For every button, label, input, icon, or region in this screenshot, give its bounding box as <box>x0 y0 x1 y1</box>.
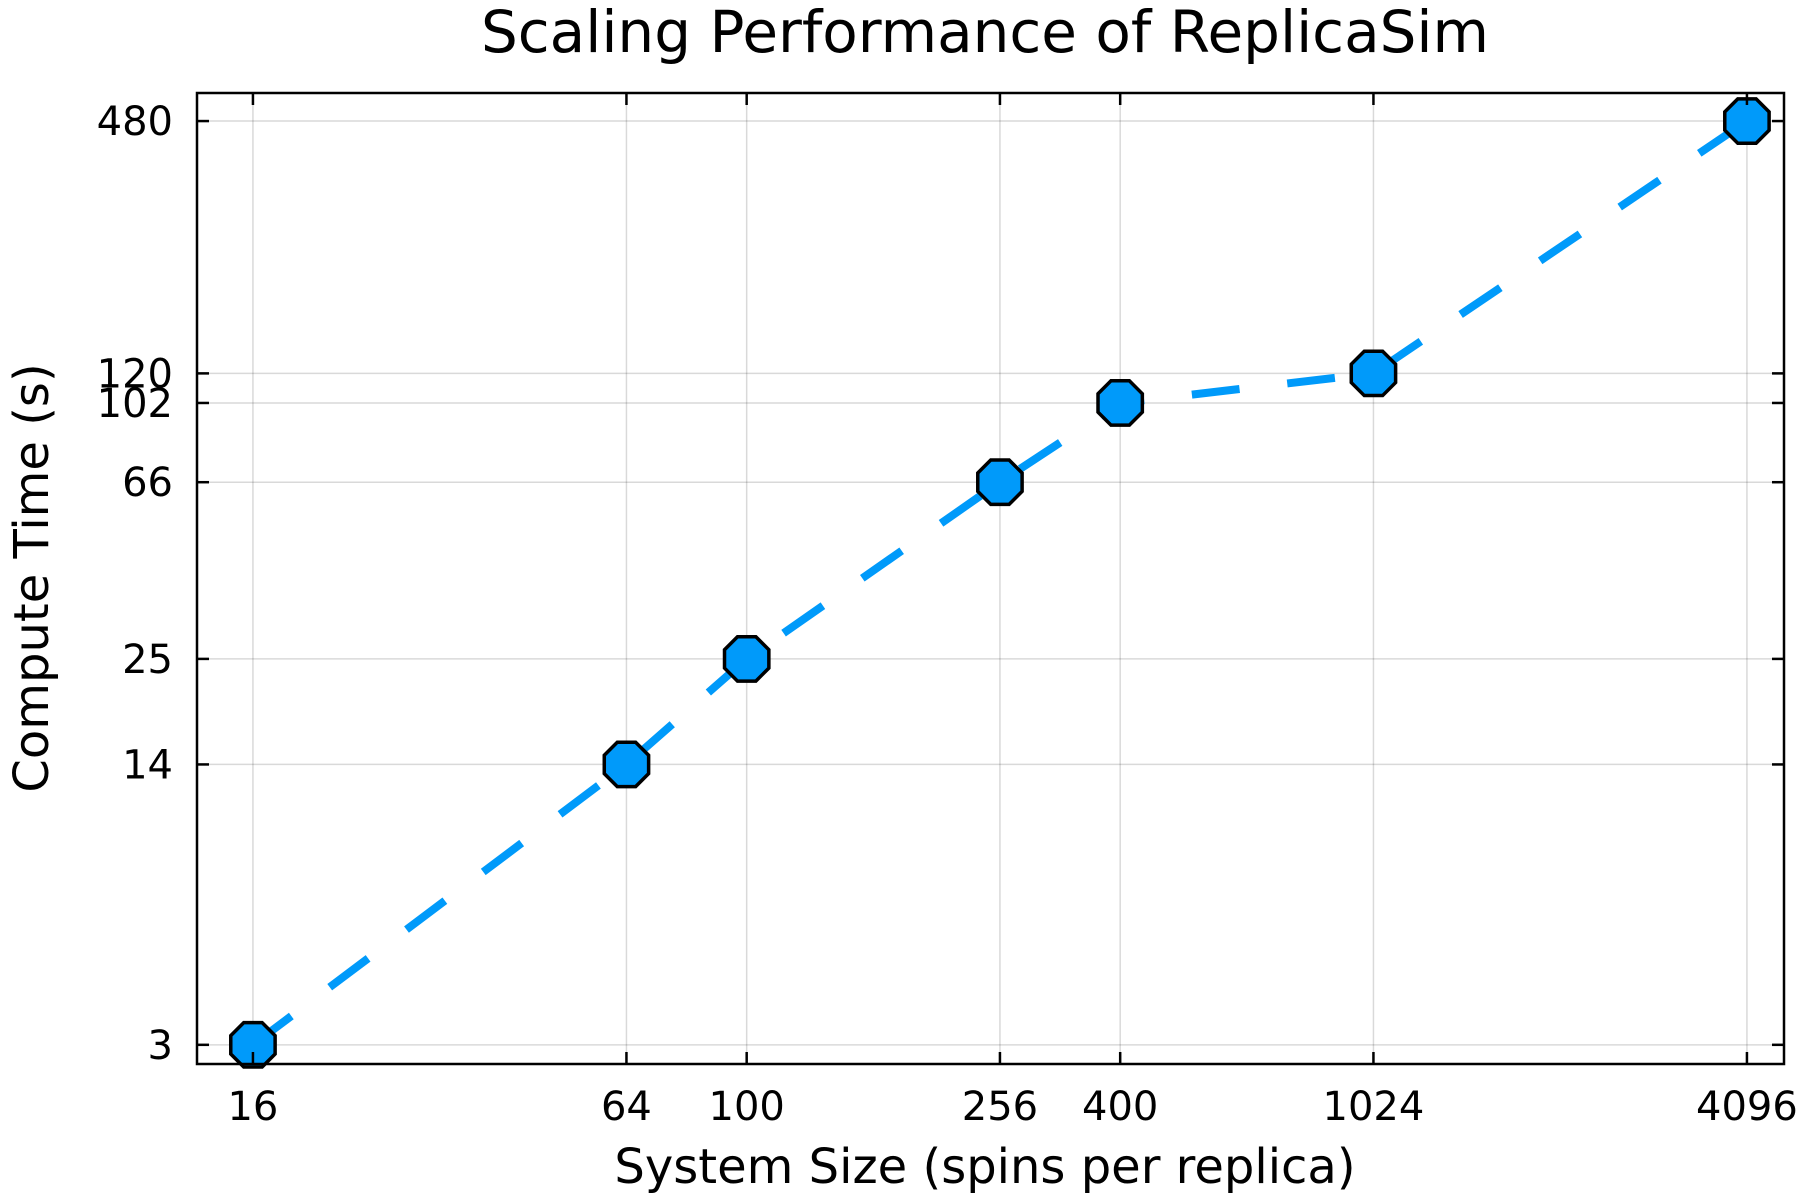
data-point-marker <box>229 1020 277 1069</box>
x-axis-label: System Size (spins per replica) <box>614 1139 1355 1195</box>
data-point-marker <box>722 634 771 683</box>
y-tick-label: 66 <box>122 460 173 506</box>
y-tick-label: 25 <box>122 637 173 683</box>
data-point-marker <box>602 740 651 789</box>
plot-frame <box>195 91 1786 1066</box>
grid <box>197 93 1784 1064</box>
x-tick-label: 4096 <box>1696 1084 1798 1130</box>
y-tick-label: 14 <box>122 742 173 788</box>
y-tick-label: 480 <box>97 99 173 145</box>
x-tick-label: 256 <box>962 1084 1038 1130</box>
x-tick-label: 1024 <box>1323 1084 1425 1130</box>
data-point-marker <box>976 458 1024 507</box>
data-point-marker <box>1096 379 1145 427</box>
data-point-marker <box>1723 97 1771 145</box>
chart-title: Scaling Performance of ReplicaSim <box>481 0 1489 66</box>
y-tick-label: 120 <box>97 351 173 397</box>
x-tick-label: 100 <box>709 1084 785 1130</box>
x-tick-labels: 16 64 100 256 400 1024 4096 <box>227 1084 1797 1130</box>
x-tick-label: 400 <box>1082 1084 1158 1130</box>
y-tick-label: 102 <box>97 381 173 427</box>
y-tick-label: 3 <box>148 1023 173 1069</box>
tick-marks <box>197 93 1784 1064</box>
x-tick-label: 64 <box>601 1084 652 1130</box>
series-layer <box>229 97 1771 1069</box>
data-point-marker <box>1349 349 1398 398</box>
y-axis-label: Compute Time (s) <box>4 363 60 792</box>
x-tick-label: 16 <box>227 1084 278 1130</box>
